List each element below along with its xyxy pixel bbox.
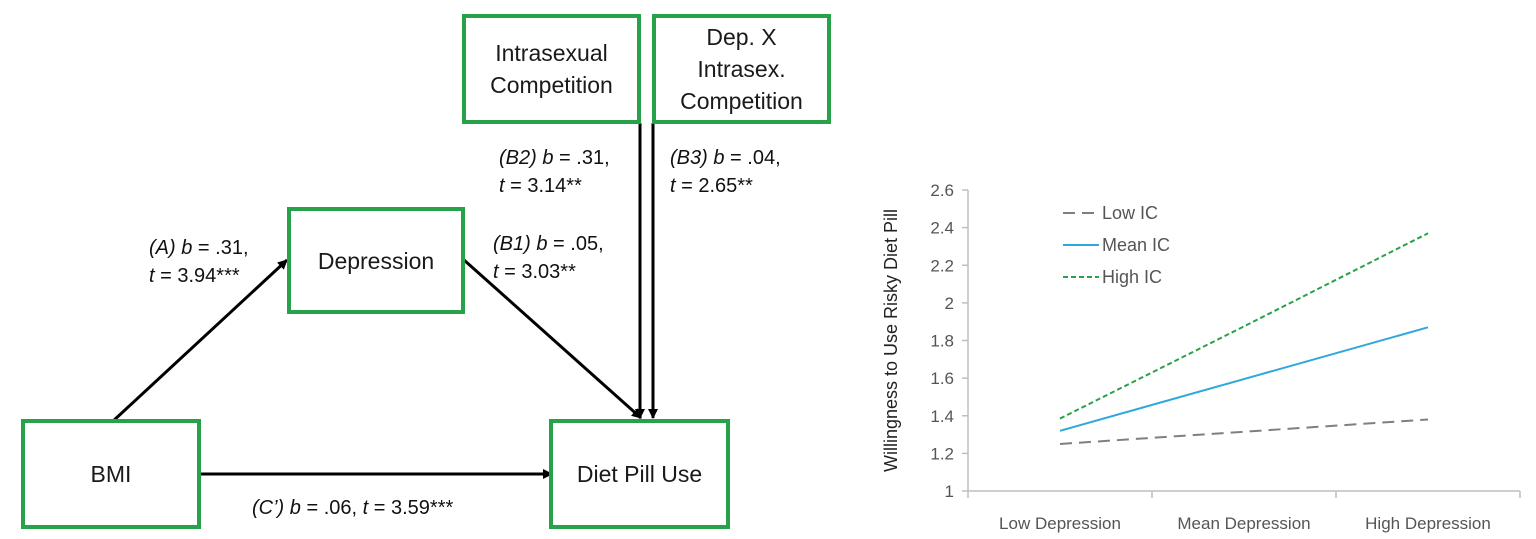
depression-box: Depression [287,207,465,314]
intrasexual-label-line2: Competition [490,72,613,98]
intrasexual-label-line1: Intrasexual [495,40,608,66]
y-axis-title: Willingness to Use Risky Diet Pill [881,209,901,472]
bmi-label: BMI [90,461,132,487]
diet-pill-use-label: Diet Pill Use [576,461,703,487]
arrow-depression-to-diet-pill [463,258,642,420]
x-tick-label: High Depression [1365,514,1491,533]
depression-label: Depression [317,247,435,274]
series-line-mean-ic [1059,326,1429,432]
x-tick-label: Low Depression [999,514,1121,533]
legend-label: High IC [1102,267,1162,287]
interaction-label-line1: Dep. X [706,24,777,50]
arrow-bmi-to-depression [110,258,289,424]
interaction-box: Dep. X Intrasex. Competition [652,14,831,124]
diet-pill-use-box: Diet Pill Use [549,419,730,529]
legend-label: Mean IC [1102,235,1170,255]
y-tick-label: 2 [945,294,954,313]
series-line-high-ic [1059,232,1429,420]
y-tick-label: 1 [945,482,954,501]
path-b3-label: (B3) b = .04, t = 2.65** [670,147,781,197]
y-tick-label: 1.4 [930,407,954,426]
y-tick-label: 1.6 [930,369,954,388]
path-a-label: (A) b = .31, t = 3.94*** [149,237,249,287]
y-tick-label: 1.8 [930,332,954,351]
path-c-prime-label: (C’) b = .06, t = 3.59*** [252,497,454,519]
y-tick-label: 2.6 [930,181,954,200]
y-tick-label: 2.4 [930,219,954,238]
path-b2-label: (B2) b = .31, t = 3.14** [499,147,610,197]
bmi-box: BMI [21,419,201,529]
y-tick-label: 1.2 [930,444,954,463]
intrasexual-competition-box: Intrasexual Competition [462,14,641,124]
legend-label: Low IC [1102,203,1158,223]
path-b1-label: (B1) b = .05, t = 3.03** [493,233,604,283]
series-line-low-ic [1059,418,1429,445]
y-tick-label: 2.2 [930,256,954,275]
x-tick-label: Mean Depression [1177,514,1310,533]
interaction-label-line2: Intrasex. [697,56,786,82]
interaction-label-line3: Competition [680,88,803,114]
